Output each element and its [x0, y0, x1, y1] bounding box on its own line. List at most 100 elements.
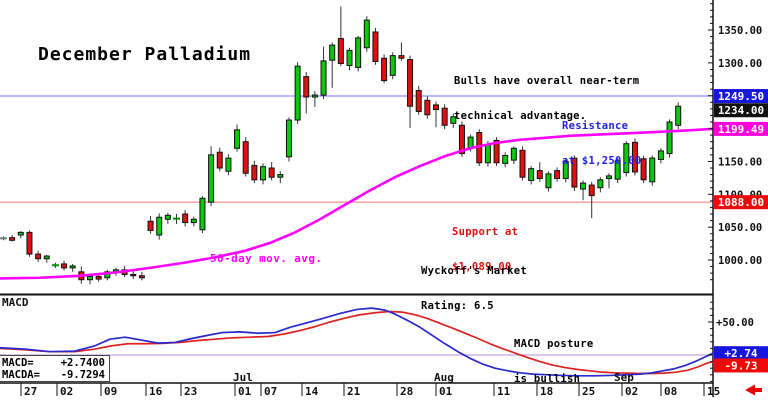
candle [493, 139, 500, 164]
candle [182, 213, 189, 224]
candle [484, 144, 491, 164]
candle [208, 154, 215, 203]
macd-axis-label: +50.00 [716, 317, 754, 329]
candle [554, 170, 561, 180]
date-label: 23 [184, 385, 197, 398]
candle [528, 168, 535, 181]
price-badge [714, 103, 768, 118]
date-label: 01 [238, 385, 252, 398]
candle [415, 89, 422, 112]
candle [104, 271, 111, 279]
candle [164, 214, 171, 220]
candle [285, 119, 292, 158]
date-label: 07 [264, 385, 277, 398]
posture-line-1: MACD posture [514, 338, 594, 350]
candle [675, 105, 682, 126]
price-badge-text: 1088.00 [718, 196, 764, 209]
candle [649, 157, 656, 183]
candle [329, 44, 336, 61]
candle [640, 158, 647, 181]
candle [294, 65, 301, 121]
macda-readout-label: MACDA= [2, 369, 40, 381]
price-badge [714, 89, 768, 104]
resistance-note: Resistance at $1,250.00 [562, 98, 641, 190]
left-arrow-icon[interactable] [745, 384, 762, 396]
chart-title: December Palladium [38, 44, 252, 65]
commentary-line-2: technical advantage. [454, 109, 587, 122]
resistance-line-2: at $1,250.00 [562, 154, 642, 167]
candle [631, 141, 638, 173]
candle [303, 76, 310, 98]
date-label: 28 [400, 385, 413, 398]
month-label: Sep [614, 371, 634, 384]
candle [389, 55, 396, 76]
date-label: 16 [149, 385, 163, 398]
candle [666, 121, 673, 155]
candle [199, 197, 206, 231]
date-label: 02 [625, 385, 638, 398]
support-note: Support at $1,089.00 [452, 204, 518, 296]
candle [43, 255, 50, 260]
support-line-1: Support at [452, 226, 519, 238]
posture-line-2: is bullish [514, 372, 581, 385]
date-label: 01 [439, 385, 453, 398]
candle [623, 143, 630, 174]
candle [588, 184, 595, 197]
candle [260, 166, 266, 181]
price-axis-label: 1300.00 [718, 58, 762, 70]
commentary-line-1: Bulls have overall near-term [454, 75, 640, 87]
resistance-line-1: Resistance [562, 120, 629, 132]
candle [225, 157, 232, 172]
candle [156, 216, 163, 236]
price-axis-label: 1350.00 [718, 25, 762, 37]
candle [502, 155, 509, 164]
ma50-line [0, 127, 714, 280]
rating-line-2: Rating: 6.5 [421, 299, 494, 312]
candle [536, 170, 543, 180]
rating-line-1: Wyckoff's Market [421, 265, 527, 277]
candle [251, 164, 258, 181]
candle [441, 107, 448, 126]
candle [381, 57, 388, 82]
candle [130, 273, 137, 277]
candle [597, 179, 604, 189]
date-label: 08 [664, 385, 677, 398]
candle [519, 149, 526, 178]
macd-badge [714, 346, 768, 361]
candle [277, 174, 284, 178]
candle [510, 147, 517, 161]
macd-badge [714, 358, 768, 373]
candle [398, 55, 405, 59]
price-badge-text: 1249.50 [718, 90, 764, 103]
date-label: 18 [540, 385, 553, 398]
date-label: 09 [104, 385, 117, 398]
candle [9, 237, 16, 241]
candle [69, 265, 76, 269]
candle [87, 275, 93, 281]
macd-badge-text: -9.73 [724, 359, 757, 372]
candle [320, 60, 327, 96]
price-axis-label: 1150.00 [718, 156, 762, 168]
candle [95, 275, 102, 280]
candle [355, 37, 362, 68]
candle [562, 160, 569, 180]
price-badge-text: 1199.49 [718, 123, 764, 136]
month-label: Jul [233, 371, 253, 384]
candle [17, 231, 24, 236]
candle [433, 104, 439, 111]
candle [147, 220, 154, 231]
market-rating-note: Wyckoff's Market Rating: 6.5 [421, 243, 527, 335]
candle [657, 150, 664, 160]
candle [337, 38, 344, 65]
candle [606, 175, 612, 180]
candle [372, 31, 379, 63]
candle [424, 99, 431, 116]
date-label: 14 [305, 385, 319, 398]
candle [216, 151, 223, 169]
macd-readout-value: +2.7400 [60, 357, 105, 369]
candle [138, 275, 145, 279]
price-badge-text: 1234.00 [718, 104, 764, 117]
candle [571, 157, 578, 188]
